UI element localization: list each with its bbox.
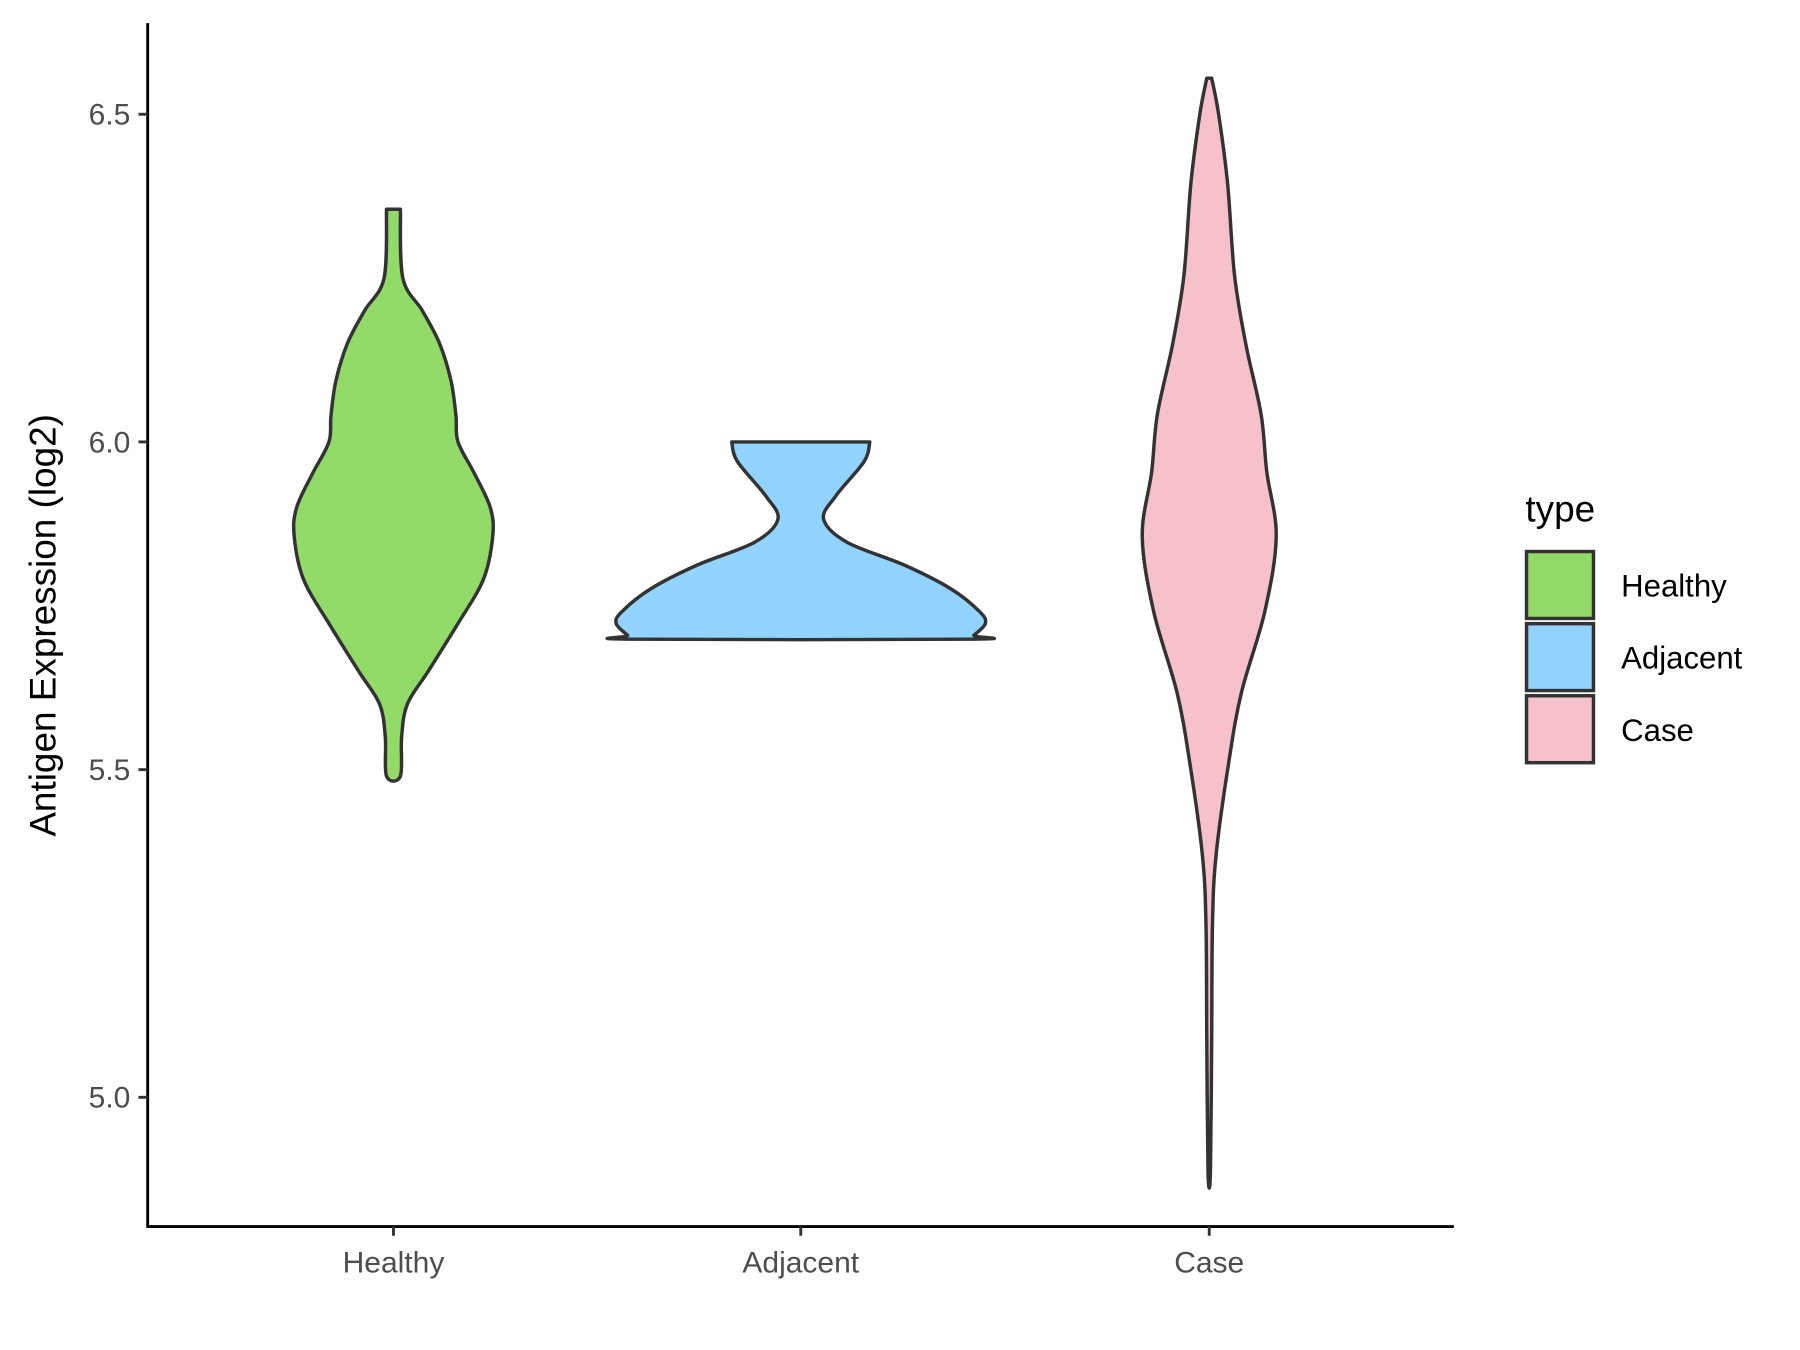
y-tick-label: 6.5 (89, 99, 131, 132)
y-tick-label: 5.5 (89, 754, 131, 787)
x-tick-label: Adjacent (742, 1247, 859, 1280)
legend-label: Healthy (1621, 569, 1727, 604)
y-tick-label: 6.0 (89, 426, 131, 459)
legend-key-case (1524, 694, 1596, 765)
legend-label: Case (1621, 713, 1694, 748)
x-tick-label: Case (1174, 1247, 1244, 1280)
violin-case (1140, 76, 1278, 1190)
violin-adjacent (605, 440, 997, 642)
y-tick-label: 5.0 (89, 1082, 131, 1115)
violins (291, 76, 1278, 1190)
legend: type Healthy Adjacent Case (1524, 489, 1743, 765)
x-tick-label: Healthy (343, 1247, 445, 1280)
legend-key-healthy (1524, 549, 1596, 621)
legend-key-adjacent (1524, 621, 1596, 693)
y-axis-title: Antigen Expression (log2) (22, 414, 63, 837)
y-ticks: 5.0 5.5 6.0 6.5 (89, 99, 148, 1115)
violin-healthy (291, 207, 495, 783)
legend-title: type (1525, 489, 1595, 530)
legend-label: Adjacent (1621, 641, 1743, 676)
x-ticks: Healthy Adjacent Case (343, 1226, 1244, 1280)
